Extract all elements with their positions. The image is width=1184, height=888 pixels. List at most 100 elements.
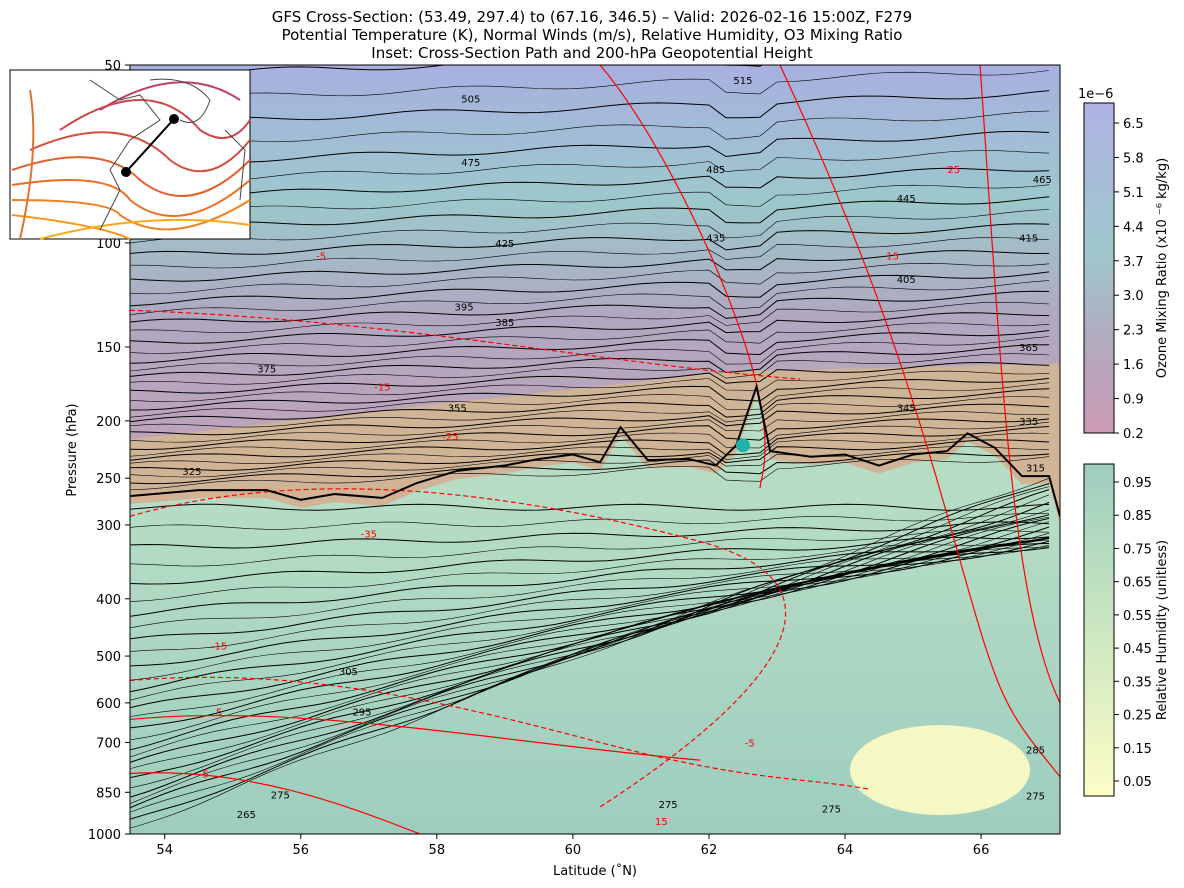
theta-contour — [130, 537, 1050, 708]
theta-label: 335 — [1019, 417, 1038, 428]
theta-contour — [130, 546, 1050, 652]
theta-contour — [130, 290, 1050, 323]
wind-label: -15 — [211, 642, 227, 653]
theta-contour — [130, 250, 1050, 282]
wind-contour-negative — [130, 309, 801, 380]
x-tick-label: 62 — [701, 843, 718, 858]
y-tick-label: 150 — [96, 341, 121, 356]
wind-label: 5 — [202, 769, 208, 780]
theta-contour — [130, 539, 1050, 628]
theta-contour — [130, 477, 1050, 829]
y-tick-label: 700 — [96, 736, 121, 751]
wind-contour-positive — [130, 772, 421, 834]
rh-colorbar-label: Relative Humidity (unitless) — [1155, 540, 1170, 720]
theta-contour — [130, 513, 1050, 530]
theta-contour — [130, 439, 1050, 471]
theta-contour — [130, 196, 1050, 232]
theta-label: 345 — [897, 404, 916, 415]
theta-contour — [130, 432, 1050, 464]
y-tick-label: 300 — [96, 519, 121, 534]
title-line-1: GFS Cross-Section: (53.49, 297.4) to (67… — [271, 8, 913, 26]
theta-contour — [130, 237, 1050, 269]
ozone-colorbar-offset: 1e−6 — [1078, 87, 1113, 102]
theta-contour — [130, 517, 1050, 763]
wind-contour-positive — [979, 65, 1060, 704]
theta-contour — [130, 516, 1050, 769]
colorbar-tick-label: 3.7 — [1123, 255, 1144, 270]
wind-label: -25 — [442, 432, 458, 443]
theta-contour — [130, 514, 1050, 778]
theta-contour — [130, 540, 1050, 693]
theta-contour — [130, 184, 1050, 216]
wind-contour-positive — [779, 65, 1060, 778]
wind-label: -5 — [745, 738, 755, 749]
theta-label: 305 — [339, 667, 358, 678]
colorbar-tick-label: 0.9 — [1123, 393, 1144, 408]
y-axis-label: Pressure (hPa) — [65, 403, 80, 496]
colorbar-tick-label: 0.95 — [1123, 476, 1152, 491]
theta-label: 435 — [706, 234, 725, 245]
theta-contour — [130, 65, 763, 78]
wind-contour-negative — [130, 676, 871, 790]
theta-label: 295 — [352, 707, 371, 718]
theta-contour — [130, 509, 1050, 789]
theta-label: 265 — [237, 810, 256, 821]
inset-map — [9, 69, 251, 240]
colorbar-tick-label: 5.1 — [1123, 186, 1144, 201]
theta-contour — [130, 167, 1050, 200]
theta-label: 315 — [1026, 464, 1045, 475]
y-tick-label: 400 — [96, 593, 121, 608]
colorbar-tick-label: 2.3 — [1123, 324, 1144, 339]
x-tick-label: 58 — [429, 843, 446, 858]
theta-label: 325 — [182, 467, 201, 478]
theta-contour — [130, 411, 1050, 443]
theta-contour — [130, 370, 1050, 403]
y-tick-label: 250 — [96, 472, 121, 487]
theta-label: 505 — [461, 95, 480, 106]
theta-label: 275 — [659, 800, 678, 811]
theta-label: 415 — [1019, 234, 1038, 245]
marker-point — [735, 438, 750, 453]
y-tick-label: 1000 — [88, 828, 121, 843]
theta-contour — [130, 521, 1050, 549]
theta-label: 365 — [1019, 343, 1038, 354]
colorbar-tick-label: 0.75 — [1123, 542, 1152, 557]
theta-label: 275 — [1026, 791, 1045, 802]
theta-contour — [130, 361, 1050, 394]
theta-contour — [130, 501, 1050, 798]
theta-contour — [130, 388, 1050, 423]
theta-contour — [130, 537, 1050, 729]
colorbar-tick-label: 0.55 — [1123, 609, 1152, 624]
theta-contour — [130, 150, 1050, 182]
theta-label: 445 — [897, 194, 916, 205]
theta-contour — [130, 330, 1050, 364]
theta-contour — [130, 538, 1050, 717]
x-tick-label: 56 — [292, 843, 309, 858]
theta-contour — [130, 536, 1050, 585]
theta-contour — [130, 262, 1050, 295]
y-tick-label: 100 — [96, 237, 121, 252]
wind-contour-negative — [130, 488, 786, 808]
theta-contour — [130, 110, 1050, 144]
colorbar-tick-label: 0.25 — [1123, 709, 1152, 724]
theta-label: 355 — [448, 404, 467, 415]
colorbar-tick-label: 0.45 — [1123, 642, 1152, 657]
y-tick-label: 500 — [96, 650, 121, 665]
theta-contour — [130, 336, 1050, 372]
title-line-2: Potential Temperature (K), Normal Winds … — [281, 26, 903, 44]
x-tick-label: 60 — [565, 843, 582, 858]
x-tick-label: 54 — [156, 843, 173, 858]
colorbar-tick-label: 0.2 — [1123, 427, 1144, 442]
wind-label: 25 — [948, 165, 961, 176]
plot-frame — [129, 64, 1061, 835]
tropopause-line — [130, 382, 1060, 517]
x-tick-label: 64 — [837, 843, 854, 858]
theta-label: 395 — [454, 302, 473, 313]
theta-contour — [130, 344, 1050, 377]
theta-label: 485 — [706, 165, 725, 176]
rh-colorbar — [1083, 463, 1115, 797]
theta-contour — [130, 280, 1050, 315]
theta-contour — [130, 421, 1050, 457]
theta-contour — [130, 503, 1050, 511]
